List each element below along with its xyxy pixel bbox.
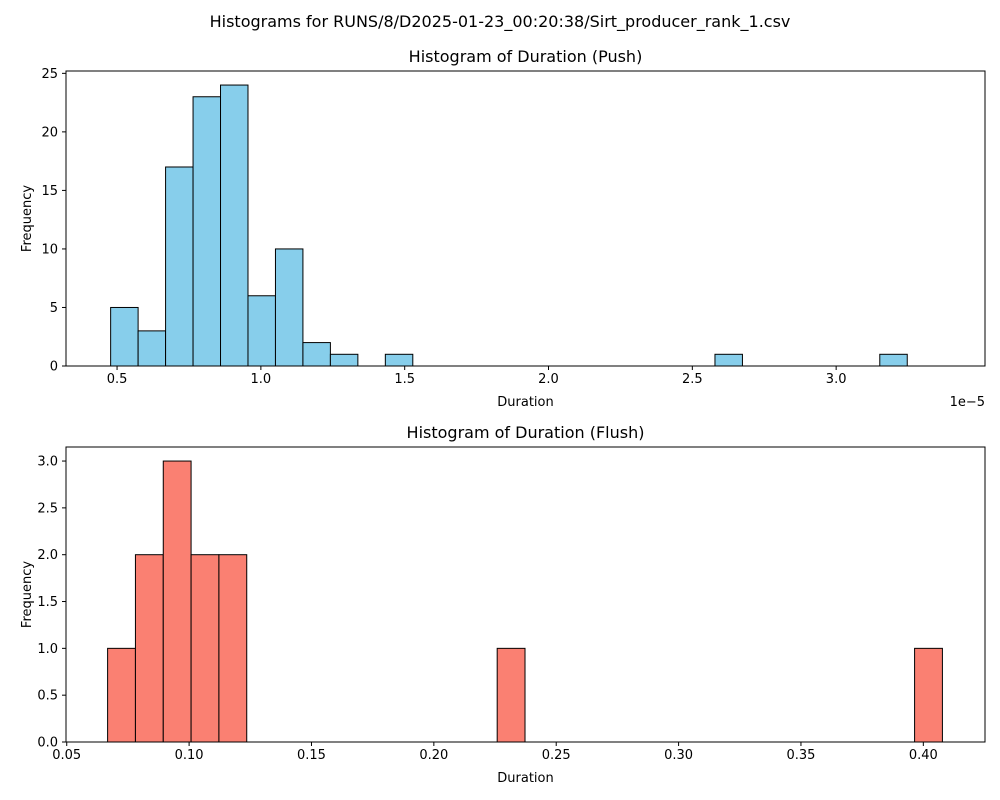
y-tick-label: 10	[41, 242, 58, 257]
x-tick-label: 2.5	[682, 372, 703, 387]
push-histogram: 0.5 1.0 1.5 2.0 2.5 3.0 0 5 10 15 20 25 Histogram of…	[20, 47, 986, 410]
histogram-bar	[137, 330, 167, 367]
x-tick-label: 2.0	[538, 372, 559, 387]
x-tick-label: 0.35	[786, 748, 815, 763]
histogram-bar	[218, 554, 248, 743]
y-tick-label: 0	[50, 360, 58, 375]
y-tick-label: 1.5	[37, 595, 58, 610]
y-axis-label: Frequency	[20, 561, 35, 628]
histogram-bar	[384, 353, 414, 367]
histogram-bar	[220, 84, 249, 367]
axes-frame	[65, 446, 986, 743]
histogram-bar	[162, 460, 192, 743]
x-tick-label: 1.5	[394, 372, 415, 387]
axes-frame	[65, 70, 986, 367]
chart-title: Histogram of Duration (Push)	[409, 47, 643, 66]
y-tick-label: 0.0	[37, 736, 58, 751]
histogram-bar	[714, 353, 743, 367]
y-axis-label: Frequency	[20, 185, 35, 252]
y-tick-label: 25	[41, 67, 58, 82]
y-tick-label: 20	[41, 125, 58, 140]
x-tick-label: 0.10	[175, 748, 204, 763]
x-axis-label: Duration	[497, 771, 553, 786]
x-tick-label: 0.05	[52, 748, 81, 763]
histogram-bar	[107, 647, 136, 743]
x-tick-label: 0.20	[419, 748, 448, 763]
chart-title: Histogram of Duration (Flush)	[407, 423, 645, 442]
x-axis-label: Duration	[497, 395, 553, 410]
y-tick-label: 3.0	[37, 455, 58, 470]
histogram-bar	[879, 353, 908, 367]
histogram-bar	[329, 353, 359, 367]
x-tick-label: 0.25	[542, 748, 571, 763]
x-tick-label: 0.15	[297, 748, 326, 763]
x-tick-label: 1.0	[251, 372, 272, 387]
y-tick-label: 2.5	[37, 501, 58, 516]
x-offset-label: 1e−5	[950, 395, 985, 410]
histogram-bar	[914, 647, 943, 743]
y-tick-label: 5	[50, 301, 58, 316]
x-tick-label: 0.40	[909, 748, 938, 763]
histogram-bar	[302, 342, 331, 367]
figure-title: Histograms for RUNS/8/D2025-01-23_00:20:…	[209, 12, 791, 31]
y-tick-label: 2.0	[37, 548, 58, 563]
histogram-bar	[165, 166, 194, 367]
histogram-bar	[192, 96, 222, 367]
histogram-bar	[190, 554, 220, 743]
flush-histogram: 0.05 0.10 0.15 0.20 0.25 0.30 0.35 0.40 0.0 0.5 1.…	[20, 423, 986, 786]
histogram-bar	[247, 295, 276, 367]
x-tick-label: 3.0	[826, 372, 847, 387]
histogram-bar	[274, 248, 304, 367]
x-tick-label: 0.5	[107, 372, 128, 387]
x-tick-label: 0.30	[664, 748, 693, 763]
histogram-bar	[110, 306, 139, 367]
y-tick-label: 1.0	[37, 642, 58, 657]
y-tick-label: 15	[41, 184, 58, 199]
histogram-bar	[134, 554, 164, 743]
histogram-bar	[496, 647, 526, 743]
y-tick-label: 0.5	[37, 689, 58, 704]
